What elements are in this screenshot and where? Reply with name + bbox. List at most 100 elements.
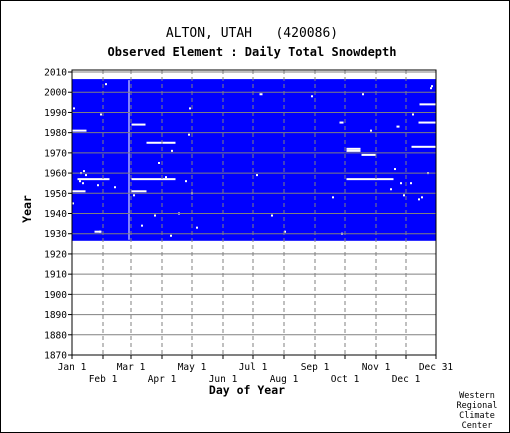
missing-point [133, 194, 135, 197]
missing-point [431, 85, 433, 88]
missing-point [430, 87, 432, 90]
y-tick-label: 1970 [44, 148, 67, 159]
missing-point [100, 113, 102, 116]
missing-point [83, 170, 85, 173]
missing-segment [131, 190, 147, 193]
missing-segment [361, 153, 377, 156]
missing-point [72, 202, 74, 205]
credit-line-3: Climate [459, 411, 495, 421]
missing-segment [419, 103, 437, 106]
missing-segment [259, 93, 263, 96]
missing-segment [346, 178, 394, 181]
missing-segment [418, 121, 437, 124]
missing-point [171, 149, 173, 152]
missing-point [332, 196, 334, 199]
y-tick-label: 1950 [44, 189, 67, 200]
y-tick-label: 1880 [44, 330, 67, 341]
missing-segment [71, 129, 87, 132]
y-tick-label: 1940 [44, 209, 67, 220]
missing-segment [346, 149, 361, 152]
missing-point [170, 234, 172, 237]
y-tick-label: 1990 [44, 108, 67, 119]
missing-point [256, 174, 258, 177]
missing-segment [396, 125, 400, 128]
y-tick-label: 2000 [44, 88, 67, 99]
grid-layer [71, 70, 437, 356]
missing-point [99, 230, 101, 233]
missing-point [79, 180, 81, 183]
missing-point [73, 107, 75, 110]
plot-border [71, 69, 437, 356]
missing-segment [411, 145, 437, 148]
missing-segment [346, 147, 361, 150]
missing-point [85, 174, 87, 177]
y-tick-label: 1890 [44, 310, 67, 321]
x-tick-label: Jan 1 [58, 362, 87, 373]
missing-point [165, 176, 167, 179]
plot-border-rect [71, 69, 437, 356]
data-layer [71, 79, 437, 241]
missing-point [196, 226, 198, 229]
missing-point [421, 196, 423, 199]
credit-line-2: Regional [457, 401, 498, 411]
x-axis-label: Day of Year [209, 383, 285, 397]
missing-point [394, 168, 396, 171]
missing-point [271, 214, 273, 217]
x-tick-label: Dec 1 [392, 374, 421, 385]
missing-point [412, 113, 414, 116]
x-tick-label: Jun 1 [209, 374, 238, 385]
x-tick-label: Mar 1 [117, 362, 146, 373]
missing-point [114, 186, 116, 189]
missing-point [188, 133, 190, 136]
credit-line-1: Western [459, 391, 495, 401]
missing-segment [71, 190, 86, 193]
y-tick-label: 1870 [44, 351, 67, 362]
missing-segment [339, 121, 344, 124]
y-axis-label: Year [20, 195, 34, 223]
y-tick-label: 2010 [44, 68, 67, 79]
missing-point [418, 198, 420, 201]
x-tick-label: Dec 31 [419, 362, 454, 373]
missing-point [284, 230, 286, 233]
x-tick-label: Oct 1 [331, 374, 360, 385]
missing-segment [131, 178, 176, 181]
missing-segment [94, 230, 102, 233]
missing-point [141, 224, 143, 227]
missing-point [158, 161, 160, 164]
y-tick-label: 1920 [44, 249, 67, 260]
x-tick-label: Aug 1 [270, 374, 299, 385]
missing-point [185, 180, 187, 183]
y-tick-label: 1910 [44, 270, 67, 281]
missing-point [362, 93, 364, 96]
y-tick-label: 1930 [44, 229, 67, 240]
x-tick-label: May 1 [178, 362, 207, 373]
credit-line-4: Center [462, 421, 493, 431]
x-tick-label: Sep 1 [301, 362, 330, 373]
missing-point [97, 184, 99, 187]
missing-point [82, 182, 84, 185]
missing-point [410, 182, 412, 185]
missing-point [311, 95, 313, 98]
x-tick-label: Feb 1 [89, 374, 118, 385]
missing-point [403, 194, 405, 197]
missing-point [370, 129, 372, 132]
missing-point [154, 214, 156, 217]
x-tick-label: Nov 1 [362, 362, 391, 373]
chart-title: ALTON, UTAH (420086) [166, 26, 338, 41]
y-tick-label: 1960 [44, 169, 67, 180]
y-tick-label: 1900 [44, 290, 67, 301]
missing-point [105, 83, 107, 86]
y-tick-label: 1980 [44, 128, 67, 139]
missing-point [400, 182, 402, 185]
observed-data-block [71, 79, 437, 241]
missing-point [189, 107, 191, 110]
missing-point [390, 188, 392, 191]
chart-subtitle: Observed Element : Daily Total Snowdepth [108, 45, 397, 59]
missing-segment [77, 178, 110, 181]
tick-label-layer: 1870 1880 1890 1900 1910 1920 1930 1940 1950 1960… [44, 68, 453, 385]
missing-segment [146, 141, 176, 144]
missing-segment [131, 123, 146, 126]
x-tick-label: Apr 1 [148, 374, 177, 385]
x-tick-label: Jul 1 [239, 362, 268, 373]
